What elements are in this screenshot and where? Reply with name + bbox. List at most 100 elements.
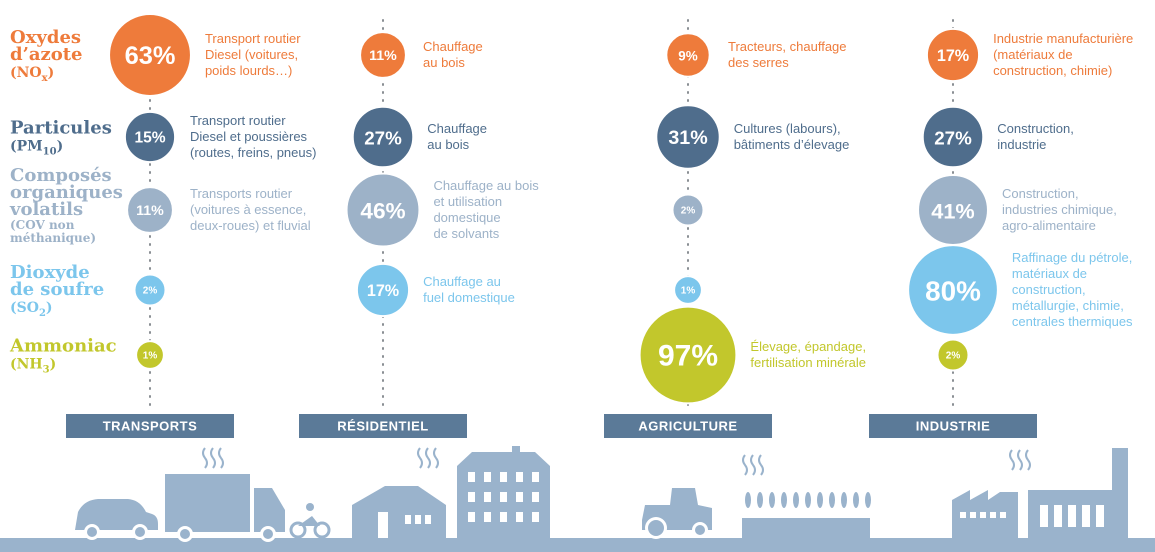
description-line: de solvants: [433, 226, 499, 241]
description-line: Diesel et poussières: [190, 129, 308, 144]
building: [417, 446, 550, 538]
description: Cultures (labours), bâtiments d’élevage: [734, 121, 850, 152]
description-line: bâtiments d’élevage: [734, 137, 850, 152]
bubble: [108, 13, 192, 97]
bubble: [351, 105, 415, 169]
formula-sub: 3: [43, 365, 50, 376]
row-name: Dioxyde: [10, 262, 90, 283]
description-line: au bois: [427, 137, 469, 152]
tractor: [642, 488, 712, 539]
row-name: d’azote: [10, 44, 83, 65]
description-line: matériaux de: [1012, 266, 1087, 281]
row-name: organiques: [10, 182, 123, 203]
formula: (NH: [10, 357, 43, 373]
description-line: industrie: [997, 137, 1046, 152]
bubble-label: 17%: [367, 282, 399, 300]
bubble-label: 15%: [134, 130, 165, 147]
description-line: Construction,: [1002, 186, 1079, 201]
bubble-label: 97%: [658, 340, 718, 373]
description: Transport routier Diesel et poussières (ro…: [190, 113, 316, 160]
description-line: Diesel (voitures,: [205, 47, 298, 62]
description-line: poids lourds…): [205, 63, 292, 78]
description-line: métallurgie, chimie,: [1012, 298, 1124, 313]
bubble-label: 63%: [125, 42, 176, 70]
sector-bar: [66, 414, 234, 438]
bubble: [936, 338, 970, 372]
description-line: Transport routier: [205, 31, 301, 46]
bubble: [907, 244, 999, 336]
description-line: (routes, freins, pneus): [190, 145, 316, 160]
sector-label: RÉSIDENTIEL: [337, 419, 428, 434]
formula-sub: 2: [39, 308, 46, 319]
row-label: Composés organiques volatils (COV non méthan…: [9, 165, 123, 245]
sector-bar: [869, 414, 1037, 438]
description-line: Construction,: [997, 121, 1074, 136]
illustrations: [0, 446, 1155, 552]
description-line: des serres: [728, 55, 789, 70]
bubble-label: 17%: [937, 47, 969, 65]
bubble: [133, 273, 167, 307]
description-line: construction, chimie): [993, 63, 1112, 78]
row-name: de soufre: [10, 279, 104, 300]
description-line: domestique: [433, 210, 500, 225]
sector-label: AGRICULTURE: [638, 419, 737, 434]
description-line: Élevage, épandage,: [750, 339, 866, 354]
formula: (PM: [10, 139, 43, 155]
bubble: [673, 275, 703, 305]
bubble-label: 1%: [143, 351, 158, 362]
description: Chauffage au bois: [423, 39, 483, 70]
formula: ): [50, 357, 57, 373]
description-line: Transports routier: [190, 186, 293, 201]
bubble-label: 31%: [668, 127, 707, 149]
description: Tracteurs, chauffage des serres: [728, 39, 847, 70]
description-line: construction,: [1012, 282, 1086, 297]
description-line: Chauffage: [427, 121, 487, 136]
formula: ): [57, 139, 64, 155]
formula: (NO: [10, 65, 42, 81]
bubble-label: 1%: [681, 286, 696, 297]
description-line: fertilisation minérale: [750, 355, 866, 370]
bubble-label: 27%: [934, 128, 972, 149]
description-line: Raffinage du pétrole,: [1012, 250, 1132, 265]
row-note: (COV non: [10, 218, 75, 232]
ground: [0, 538, 1155, 552]
description: Construction, industrie: [997, 121, 1074, 152]
row-label: Ammoniac (NH3): [9, 336, 117, 376]
description: Chauffage au fuel domestique: [423, 274, 515, 305]
description-line: Chauffage au bois: [433, 178, 539, 193]
bubble-label: 11%: [136, 203, 164, 219]
formula-sub: 10: [43, 147, 57, 158]
formula: ): [48, 65, 55, 81]
description: Raffinage du pétrole, matériaux de constru…: [1012, 250, 1133, 329]
description-line: au bois: [423, 55, 465, 70]
bubble: [126, 186, 174, 234]
description-line: Transport routier: [190, 113, 286, 128]
description-line: Industrie manufacturière: [993, 31, 1133, 46]
formula-sub: x: [42, 73, 49, 84]
bubble-label: 2%: [681, 206, 696, 217]
formula: (SO: [10, 300, 39, 316]
sector-bar: [299, 414, 467, 438]
bubble: [925, 27, 981, 83]
bubble-label: 9%: [678, 49, 697, 64]
bubble-label: 27%: [364, 128, 402, 149]
description: Industrie manufacturière (matériaux de con…: [993, 31, 1133, 78]
bubble: [135, 340, 165, 370]
bubble: [355, 262, 411, 318]
row-label: Oxydes d’azote (NOx): [10, 27, 83, 84]
row-note: méthanique): [10, 231, 96, 245]
row-label: Particules (PM10): [10, 118, 112, 158]
row-name: volatils: [9, 199, 83, 220]
description: Transports routier (voitures à essence, de…: [190, 186, 311, 233]
row-name: Particules: [10, 118, 112, 139]
description-line: deux-roues) et fluvial: [190, 218, 311, 233]
bubble-label: 2%: [143, 286, 158, 297]
description: Élevage, épandage, fertilisation minérale: [750, 339, 866, 370]
description-line: fuel domestique: [423, 290, 515, 305]
sector-label: INDUSTRIE: [916, 419, 991, 434]
greenhouse-crops: [742, 454, 871, 538]
bubble: [921, 105, 985, 169]
description-line: Tracteurs, chauffage: [728, 39, 847, 54]
formula: ): [46, 300, 53, 316]
